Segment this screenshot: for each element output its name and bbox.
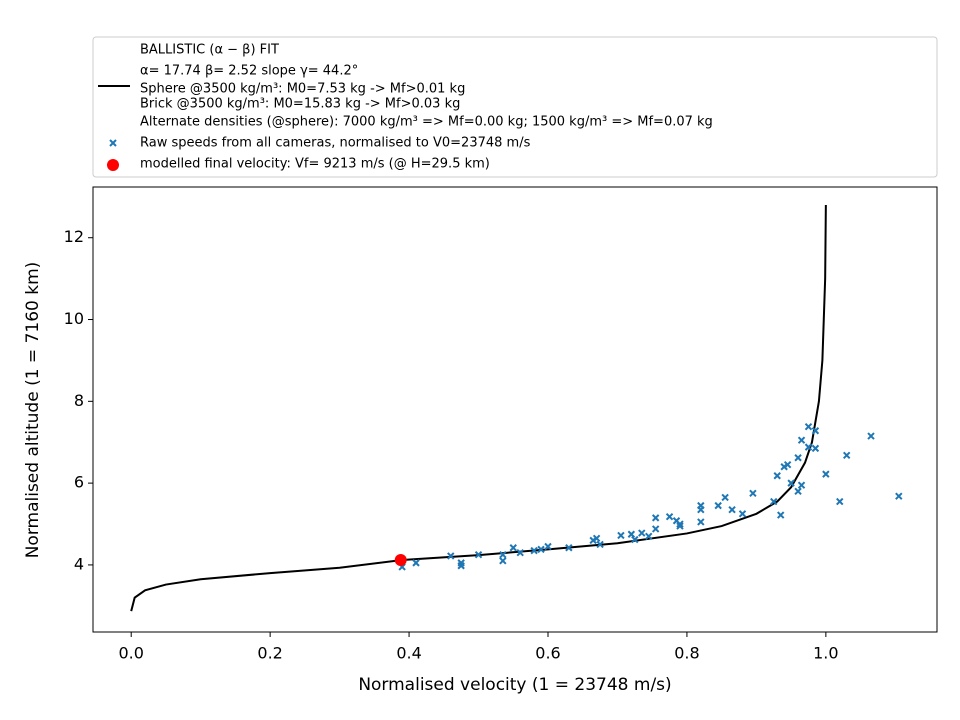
scatter-point — [836, 497, 844, 506]
scatter-point — [794, 487, 802, 496]
y-tick-label: 12 — [64, 227, 84, 246]
scatter-point — [651, 514, 660, 522]
scatter-point — [676, 522, 684, 530]
scatter-point — [895, 492, 903, 500]
scatter-point — [822, 470, 830, 478]
scatter-point — [645, 532, 653, 540]
legend-marker — [107, 159, 119, 171]
fit-line — [130, 204, 827, 612]
scatter-point — [592, 534, 601, 543]
scatter-point — [676, 520, 684, 528]
legend-label: Sphere @3500 kg/m³: M0=7.53 kg -> Mf>0.0… — [140, 82, 465, 97]
scatter-point — [721, 493, 729, 502]
final-point — [394, 554, 407, 567]
legend-label: modelled final velocity: Vf= 9213 m/s (@… — [140, 157, 490, 172]
scatter-point — [804, 443, 813, 451]
scatter-point — [714, 501, 722, 510]
scatter-point — [770, 497, 778, 506]
scatter-point — [565, 544, 573, 552]
legend-marker — [109, 139, 117, 147]
x-tick-label: 0.8 — [674, 644, 699, 663]
legend-label: BALLISTIC (α − β) FIT — [140, 43, 279, 58]
scatter-point — [738, 510, 747, 518]
scatter-point — [631, 535, 639, 544]
legend-label: Alternate densities (@sphere): 7000 kg/m… — [140, 115, 713, 130]
scatter-point — [842, 451, 851, 460]
scatter-point — [665, 512, 674, 521]
scatter-point — [412, 559, 420, 567]
scatter-point — [516, 548, 524, 557]
scatter-point — [638, 529, 646, 537]
scatter-point — [780, 463, 788, 471]
x-tick-label: 0.6 — [535, 644, 560, 663]
scatter-point — [797, 481, 806, 489]
x-tick-label: 1.0 — [813, 644, 838, 663]
legend-label: Raw speeds from all cameras, normalised … — [140, 136, 531, 151]
scatter-point — [794, 454, 802, 462]
x-tick-label: 0.0 — [118, 644, 143, 663]
legend-box — [92, 36, 938, 178]
scatter-point — [697, 518, 705, 526]
scatter-point — [447, 552, 455, 560]
scatter-point — [811, 427, 820, 435]
scatter-point — [499, 550, 507, 559]
scatter-point — [617, 531, 625, 540]
x-tick-label: 0.4 — [396, 644, 421, 663]
scatter-point — [596, 540, 604, 549]
y-tick-label: 4 — [74, 554, 84, 573]
y-tick-label: 6 — [74, 473, 84, 492]
scatter-point — [783, 461, 792, 469]
legend-label: Brick @3500 kg/m³: M0=15.83 kg -> Mf>0.0… — [140, 97, 460, 112]
scatter-point — [776, 511, 785, 519]
scatter-point — [627, 530, 636, 538]
x-tick-label: 0.2 — [257, 644, 282, 663]
scatter-point — [457, 562, 465, 570]
scatter-point — [867, 432, 875, 440]
scatter-point — [509, 544, 517, 552]
scatter-point — [537, 545, 545, 554]
y-axis-label: Normalised altitude (1 = 7160 km) — [23, 262, 43, 559]
scatter-point — [797, 436, 806, 444]
scatter-point — [651, 525, 660, 533]
y-tick-label: 10 — [64, 309, 84, 328]
scatter-point — [749, 489, 757, 498]
scatter-point — [474, 550, 483, 559]
legend-label: α= 17.74 β= 2.52 slope γ= 44.2° — [140, 64, 358, 79]
scatter-point — [787, 479, 795, 487]
plot-frame — [92, 186, 938, 633]
scatter-point — [544, 542, 552, 551]
scatter-point — [499, 557, 507, 565]
x-axis-label: Normalised velocity (1 = 23748 m/s) — [358, 675, 671, 695]
scatter-point — [728, 505, 736, 514]
scatter-point — [773, 472, 781, 480]
scatter-point — [811, 444, 820, 453]
scatter-point — [589, 536, 597, 545]
scatter-point — [697, 501, 705, 510]
scatter-point — [804, 422, 813, 431]
y-tick-label: 8 — [74, 391, 84, 410]
scatter-point — [530, 546, 538, 555]
